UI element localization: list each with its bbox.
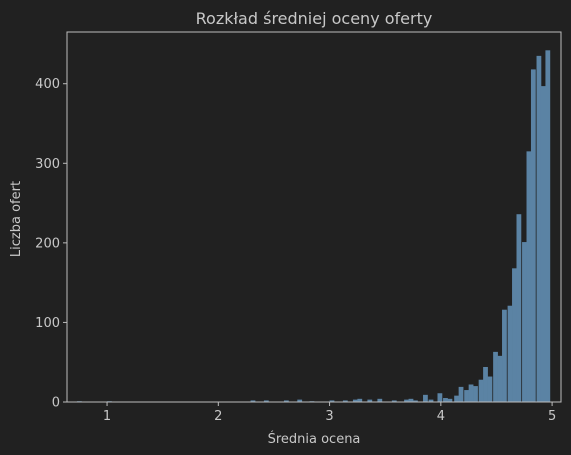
histogram-bar <box>464 390 469 402</box>
histogram-bar <box>329 400 335 402</box>
histogram-bar <box>458 386 464 402</box>
x-tick-label: 5 <box>548 409 556 424</box>
chart-title: Rozkład średniej oceny oferty <box>196 9 433 28</box>
histogram-bar <box>437 393 443 402</box>
bars <box>77 50 551 402</box>
histogram-bar <box>423 394 428 402</box>
histogram-bar <box>352 399 358 402</box>
y-tick-label: 200 <box>35 236 60 251</box>
histogram-bar <box>377 398 383 402</box>
histogram-bar <box>297 399 303 402</box>
histogram-bar <box>443 398 448 402</box>
histogram-bar <box>497 355 503 402</box>
histogram-bar <box>428 399 434 402</box>
histogram-bar <box>342 400 348 402</box>
histogram-bar <box>283 400 289 402</box>
histogram-bar <box>447 398 453 402</box>
y-tick-label: 100 <box>35 316 60 331</box>
histogram-bar <box>516 214 522 402</box>
x-tick-label: 1 <box>103 409 111 424</box>
y-tick-label: 400 <box>35 77 60 92</box>
axes: 1 2 3 4 5 0 100 200 300 400 <box>35 31 562 424</box>
histogram-bar <box>367 399 373 402</box>
histogram-bar <box>502 309 507 402</box>
plot-background <box>67 32 561 402</box>
histogram-bar <box>454 395 459 402</box>
histogram-bar <box>487 376 493 402</box>
histogram-bar <box>507 305 513 402</box>
histogram-bar <box>357 398 363 402</box>
histogram-bar <box>536 55 542 402</box>
histogram-bar <box>408 398 414 402</box>
histogram-bar <box>473 386 478 402</box>
x-tick-label: 3 <box>325 409 333 424</box>
histogram-bar <box>468 384 474 402</box>
y-tick-label: 0 <box>52 396 60 411</box>
x-tick-label: 2 <box>214 409 222 424</box>
x-axis-label: Średnia ocena <box>268 431 361 447</box>
y-tick-label: 300 <box>35 157 60 172</box>
histogram-bar <box>250 400 256 402</box>
histogram-bar <box>478 379 484 402</box>
histogram-bar <box>522 242 527 402</box>
histogram-bar <box>530 69 536 402</box>
axes-frame <box>66 31 562 403</box>
x-tick-label: 4 <box>437 409 445 424</box>
histogram-bar <box>526 151 532 402</box>
plot-area <box>67 32 561 402</box>
histogram-bar <box>512 268 517 402</box>
histogram-bar <box>545 50 551 402</box>
histogram-bar <box>413 400 418 402</box>
histogram-bar <box>391 400 397 402</box>
y-axis-label: Liczba ofert <box>9 181 24 257</box>
histogram-bar <box>540 86 546 402</box>
histogram-bar <box>483 366 488 402</box>
histogram-bar <box>493 351 498 402</box>
histogram-bar <box>404 399 409 402</box>
histogram-bar <box>263 400 269 402</box>
